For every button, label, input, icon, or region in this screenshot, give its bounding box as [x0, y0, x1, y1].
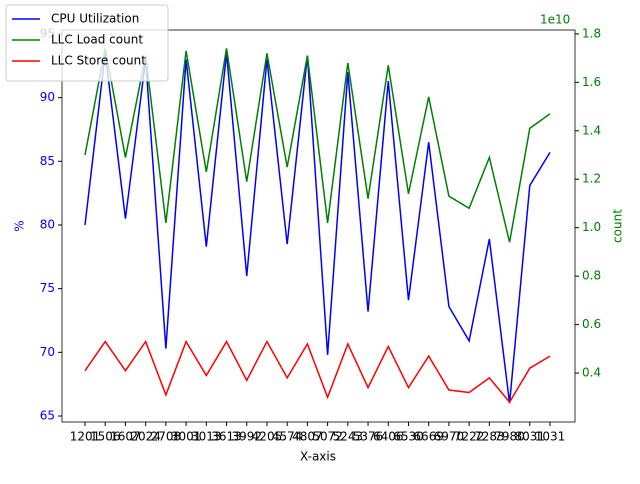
x-tick-label: 1607 [110, 430, 141, 444]
x-tick-label: 5072 [312, 430, 343, 444]
y2-offset-label: 1e10 [540, 13, 570, 27]
y-axis-label: % [13, 220, 27, 231]
x-tick-label: 8031 [515, 430, 546, 444]
x-tick-label: 3613 [211, 430, 242, 444]
x-tick-label: 7222 [454, 430, 485, 444]
y-tick-label: 85 [40, 154, 55, 168]
x-tick-label: 6970 [434, 430, 465, 444]
y-tick-label: 70 [40, 345, 55, 359]
x-tick-label: 1506 [90, 430, 121, 444]
x-tick-label: 2708 [151, 430, 182, 444]
x-tick-label: 3001 [171, 430, 202, 444]
x-tick-label: 3013 [191, 430, 222, 444]
x-tick-label: 6669 [413, 430, 444, 444]
x-axis-label: X-axis [300, 450, 336, 464]
y2-tick-label: 1.0 [582, 220, 601, 234]
y2-tick-label: 1.8 [582, 26, 601, 40]
x-tick-label: 4205 [252, 430, 283, 444]
y2-axis-label: count [611, 209, 625, 243]
y2-tick-label: 1.6 [582, 75, 601, 89]
series-line [84, 48, 551, 243]
x-tick-label: 5243 [333, 430, 364, 444]
series-line [84, 339, 551, 404]
x-tick-label: 5376 [353, 430, 384, 444]
x-tick-label: 6530 [393, 430, 424, 444]
y2-tick-label: 0.8 [582, 269, 601, 283]
y-tick-label: 75 [40, 281, 55, 295]
plot-frame [61, 29, 576, 423]
y-tick-label: 65 [40, 409, 55, 423]
x-tick-label: 6406 [373, 430, 404, 444]
series-line [84, 52, 551, 404]
y2-tick-label: 0.4 [582, 366, 601, 380]
legend-label: LLC Store count [51, 54, 146, 68]
y2-tick-label: 1.2 [582, 172, 601, 186]
y-tick-label: 80 [40, 217, 55, 231]
y2-tick-label: 0.6 [582, 317, 601, 331]
legend-box [5, 4, 169, 82]
x-tick-label: 4574 [272, 430, 303, 444]
x-tick-label: 2024 [130, 430, 161, 444]
x-tick-label: 7283 [474, 430, 505, 444]
legend-label: CPU Utilization [51, 12, 139, 26]
x-tick-label: 1031 [535, 430, 566, 444]
x-tick-label: 3992 [231, 430, 262, 444]
y-tick-label: 90 [40, 90, 55, 104]
legend-label: LLC Load count [51, 33, 143, 47]
y2-tick-label: 1.4 [582, 123, 601, 137]
x-tick-label: 1201 [70, 430, 101, 444]
x-tick-label: 7980 [494, 430, 525, 444]
x-tick-label: 4807 [292, 430, 323, 444]
